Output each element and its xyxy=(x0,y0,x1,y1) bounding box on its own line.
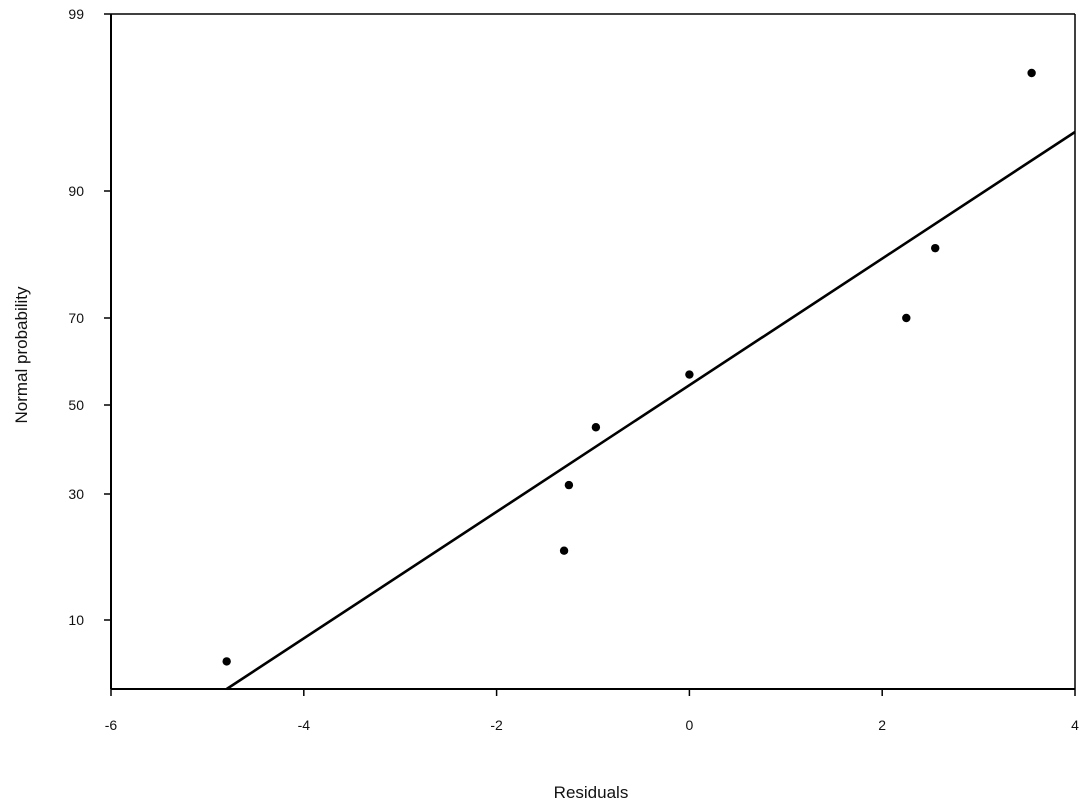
data-point xyxy=(931,243,940,253)
data-point xyxy=(1027,68,1036,78)
y-tick-label: 30 xyxy=(68,486,84,502)
y-tick-label: 99 xyxy=(68,6,84,22)
x-tick-label: -6 xyxy=(105,717,118,733)
y-tick-label: 70 xyxy=(68,310,84,326)
x-axis-ticks: -6 -4 -2 0 2 4 xyxy=(105,689,1079,733)
data-point xyxy=(591,423,601,432)
y-tick-label: 50 xyxy=(68,397,84,413)
fit-line-group xyxy=(225,130,1076,691)
y-axis-title: Normal probability xyxy=(12,286,31,423)
x-tick-label: 2 xyxy=(878,717,886,733)
x-tick-label: -2 xyxy=(490,717,503,733)
x-tick-label: -4 xyxy=(298,717,311,733)
x-axis-title: Residuals xyxy=(554,783,629,802)
data-points xyxy=(222,68,1036,666)
x-tick-label: 0 xyxy=(686,717,694,733)
data-point xyxy=(559,546,569,555)
y-tick-label: 10 xyxy=(68,612,84,628)
y-tick-label: 90 xyxy=(68,183,84,199)
fit-line xyxy=(225,130,1076,691)
data-point xyxy=(564,480,574,490)
data-point xyxy=(685,370,694,379)
x-tick-label: 4 xyxy=(1071,717,1079,733)
data-point xyxy=(902,313,911,323)
data-point xyxy=(222,657,231,666)
y-axis-ticks: 10 30 50 70 90 99 xyxy=(68,6,111,628)
